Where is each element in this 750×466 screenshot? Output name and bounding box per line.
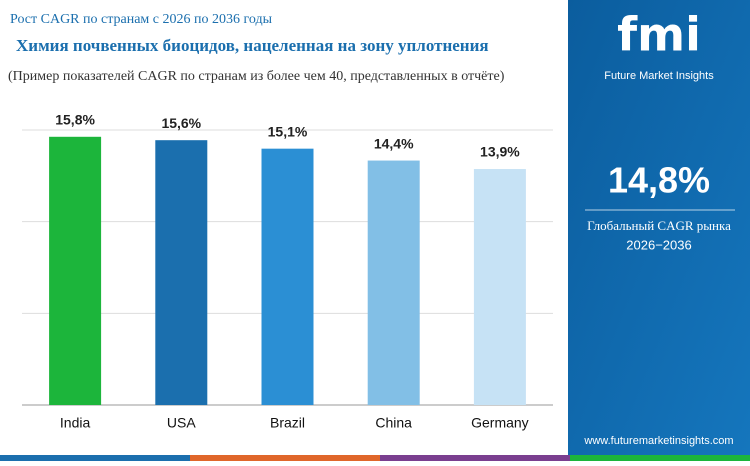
value-label: 14,4%: [374, 135, 414, 151]
strip: [380, 455, 570, 461]
value-label: 15,6%: [161, 115, 201, 131]
bar: [49, 136, 102, 405]
chart-title: Химия почвенных биоцидов, нацеленная на …: [16, 36, 489, 55]
bar: [261, 148, 314, 405]
website: www.futuremarketinsights.com: [583, 435, 733, 447]
x-tick-label: India: [60, 415, 91, 431]
x-tick-label: Germany: [471, 415, 529, 431]
panel-caption: Глобальный CAGR рынка: [587, 218, 731, 233]
x-tick-label: Brazil: [270, 415, 305, 431]
logo: fmi: [617, 8, 701, 62]
value-label: 13,9%: [480, 144, 520, 160]
supertitle: Рост CAGR по странам с 2026 по 2036 годы: [10, 12, 273, 27]
bar: [367, 160, 420, 405]
bar: [473, 169, 526, 405]
strip: [0, 455, 190, 461]
bar: [155, 140, 208, 405]
side-panel: [568, 0, 750, 455]
panel-period: 2026−2036: [626, 237, 691, 252]
value-label: 15,8%: [55, 111, 95, 127]
value-label: 15,1%: [268, 123, 308, 139]
strip: [570, 455, 750, 461]
panel-value: 14,8%: [608, 160, 710, 201]
subtitle: (Пример показателей CAGR по странам из б…: [8, 69, 505, 84]
x-tick-label: China: [375, 415, 412, 431]
x-tick-label: USA: [167, 415, 196, 431]
brand: Future Market Insights: [604, 70, 714, 82]
strip: [190, 455, 380, 461]
